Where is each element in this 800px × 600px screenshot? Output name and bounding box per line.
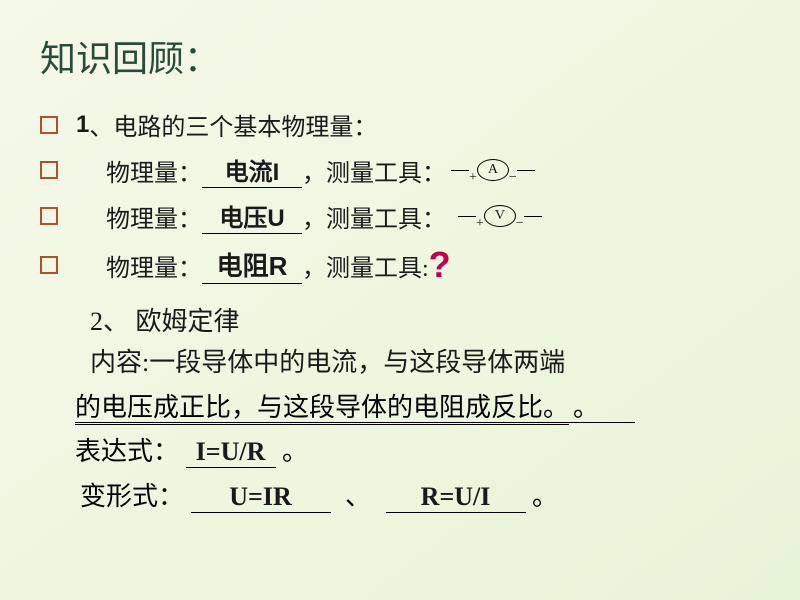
section2-heading: 2、 欧姆定律 [90,301,780,338]
bullet-square-icon [40,116,58,134]
minus-sign: − [509,170,517,186]
tool-label: ，测量工具： [302,199,446,234]
quantity-row-2: 物理量： 电压U ，测量工具： + V − [40,198,780,234]
expression-line: 表达式： I=U/R 。 [75,431,780,468]
bullet-square-icon [40,207,58,225]
period: 。 [532,482,558,511]
expr-label: 表达式： [75,437,179,466]
quantity-3-value: 电阻R [202,246,302,284]
trans-label: 变形式： [80,482,184,511]
expr-value: I=U/R [186,437,276,468]
voltmeter-symbol: + V − [458,205,542,227]
section1-number: 1 [76,111,89,139]
question-mark-icon: ? [429,244,451,286]
section1-heading-text: 、电路的三个基本物理量： [89,107,377,142]
ammeter-symbol: + A − [451,159,535,181]
content-line-2-wrap: 的电压成正比，与这段导体的电阻成反比。 。 [75,387,780,424]
row-label: 物理量： [106,248,202,283]
trans-sep: 、 [345,482,371,511]
plus-sign: + [469,170,477,186]
quantity-row-3: 物理量： 电阻R ，测量工具: ? [40,244,780,286]
row-label: 物理量： [106,153,202,188]
slide-container: 知识回顾： 1 、电路的三个基本物理量： 物理量： 电流I ，测量工具： + A… [0,0,800,533]
tool-label: ，测量工具： [302,153,446,188]
wire-icon [451,170,469,171]
period: 。 [573,393,599,422]
quantity-row-1: 物理量： 电流I ，测量工具： + A − [40,152,780,188]
quantity-2-value: 电压U [202,198,302,234]
wire-icon [517,170,535,171]
bullet-square-icon [40,256,58,274]
quantity-1-value: 电流I [202,152,302,188]
period: 。 [282,437,308,466]
wire-icon [524,216,542,217]
tool-label: ，测量工具: [302,248,429,283]
content-label: 内容: [90,348,149,377]
content-text-1: 一段导体中的电流，与这段导体两端 [149,348,565,377]
minus-sign: − [516,216,524,232]
bullet-square-icon [40,161,58,179]
section1-heading: 1 、电路的三个基本物理量： [40,107,780,142]
trans-1: U=IR [191,482,331,513]
content-text-2: 的电压成正比，与这段导体的电阻成反比。 [75,393,569,425]
transform-line: 变形式： U=IR 、 R=U/I 。 [80,476,780,513]
trans-2: R=U/I [386,482,526,513]
meter-v-icon: V [484,205,516,227]
content-line-1: 内容:一段导体中的电流，与这段导体两端 [90,343,780,382]
wire-icon [458,216,476,217]
plus-sign: + [476,216,484,232]
slide-title: 知识回顾： [40,30,780,82]
meter-a-icon: A [477,159,509,181]
row-label: 物理量： [106,199,202,234]
